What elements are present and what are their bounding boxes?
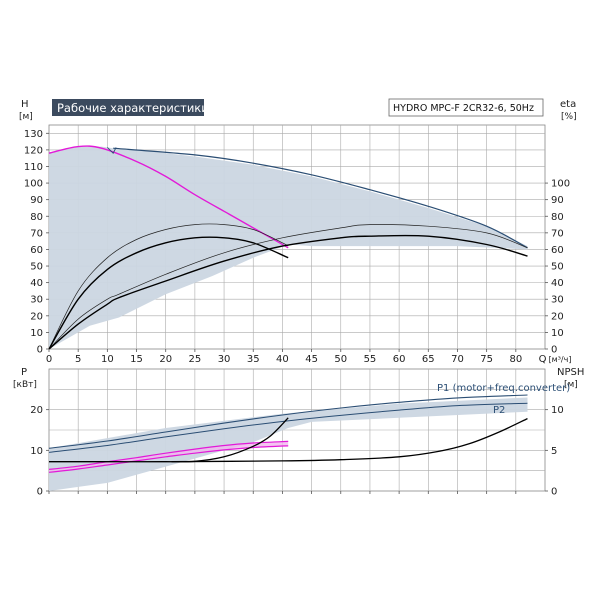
x-axis-label: Q <box>539 354 547 365</box>
right-axis-unit-percent: [%] <box>561 112 577 122</box>
head-operating-area <box>49 146 528 349</box>
upper-x-tick-label: 20 <box>159 354 172 365</box>
upper-right-tick-label: 50 <box>551 262 564 273</box>
upper-x-tick-label: 55 <box>364 354 377 365</box>
upper-x-tick-label: 30 <box>218 354 231 365</box>
upper-series-eta-system-max <box>48 224 528 350</box>
upper-x-tick-label: 80 <box>509 354 522 365</box>
lower-right-tick-label: 10 <box>551 405 564 416</box>
left-axis-unit-m: [м] <box>19 112 33 122</box>
lower-left-tick-label: 0 <box>37 487 43 498</box>
upper-chart-head-efficiency: 0102030405060708090100110120130010203040… <box>19 98 577 365</box>
upper-right-tick-label: 0 <box>551 345 557 356</box>
upper-left-tick-label: 100 <box>24 179 43 190</box>
upper-right-tick-label: 60 <box>551 245 564 256</box>
lower-right-tick-label: 5 <box>551 446 557 457</box>
upper-x-tick-label: 15 <box>130 354 143 365</box>
upper-x-tick-label: 40 <box>276 354 289 365</box>
upper-left-tick-label: 60 <box>30 245 43 256</box>
upper-series-eta-single-max <box>48 223 289 350</box>
upper-x-tick-label: 5 <box>75 354 81 365</box>
lower-chart-power-npsh: 0 10 20 0 5 10 P [кВт] NPSH [м]P1 (motor+freq.con… <box>13 367 584 498</box>
chart-title-box <box>52 99 204 116</box>
chart-subtitle: HYDRO MPC-F 2CR32-6, 50Hz <box>393 103 534 114</box>
upper-x-tick-label: 45 <box>305 354 318 365</box>
left-axis-unit-kw: [кВт] <box>13 380 37 390</box>
upper-right-tick-label: 20 <box>551 311 564 322</box>
upper-left-tick-label: 30 <box>30 295 43 306</box>
chart-title: Рабочие характеристики <box>57 101 209 115</box>
upper-x-tick-label: 70 <box>451 354 464 365</box>
upper-left-tick-label: 50 <box>30 262 43 273</box>
upper-x-tick-label: 0 <box>46 354 52 365</box>
upper-right-tick-label: 80 <box>551 212 564 223</box>
label-p2: P2 <box>493 405 505 416</box>
upper-left-tick-label: 90 <box>30 195 43 206</box>
upper-right-tick-label: 40 <box>551 278 564 289</box>
upper-right-tick-label: 30 <box>551 295 564 306</box>
upper-x-tick-label: 65 <box>422 354 435 365</box>
lower-series-npsh-single <box>48 417 289 463</box>
left-axis-label-p: P <box>21 367 27 378</box>
upper-series-h-system <box>113 147 528 249</box>
right-axis-unit-m: [м] <box>564 380 578 390</box>
upper-series-eta-single <box>48 236 289 350</box>
lower-series-p1-single <box>48 440 289 470</box>
upper-left-tick-label: 20 <box>30 311 43 322</box>
right-axis-label-npsh: NPSH <box>557 367 584 378</box>
upper-left-tick-label: 80 <box>30 212 43 223</box>
upper-right-tick-label: 10 <box>551 328 564 339</box>
right-axis-label-eta: eta <box>560 99 576 110</box>
upper-x-tick-label: 50 <box>334 354 347 365</box>
lower-series-p2-single <box>48 445 289 473</box>
lower-left-tick-label: 20 <box>30 405 43 416</box>
upper-left-tick-label: 70 <box>30 228 43 239</box>
chart-subtitle-box <box>388 98 544 117</box>
lower-right-tick-label: 0 <box>551 487 557 498</box>
upper-left-tick-label: 10 <box>30 328 43 339</box>
lower-left-tick-label: 10 <box>30 446 43 457</box>
upper-right-tick-label: 100 <box>551 179 570 190</box>
upper-left-tick-label: 40 <box>30 278 43 289</box>
upper-x-tick-label: 35 <box>247 354 260 365</box>
lower-series-p2 <box>48 402 528 453</box>
upper-right-tick-label: 70 <box>551 228 564 239</box>
upper-left-tick-label: 130 <box>24 129 43 140</box>
upper-x-tick-label: 60 <box>393 354 406 365</box>
upper-x-tick-label: 75 <box>480 354 493 365</box>
upper-left-tick-label: 120 <box>24 145 43 156</box>
power-operating-area <box>49 397 528 491</box>
upper-left-tick-label: 0 <box>37 345 43 356</box>
lower-series-npsh-system <box>171 418 528 463</box>
upper-left-tick-label: 110 <box>24 162 43 173</box>
lower-series-p1-motor-freq-converter- <box>48 394 528 449</box>
upper-series-eta-system <box>48 234 528 350</box>
label-p1: P1 (motor+freq.converter) <box>437 383 570 394</box>
upper-x-tick-label: 10 <box>101 354 114 365</box>
upper-x-tick-label: 25 <box>189 354 202 365</box>
head-switch-notch <box>107 147 117 154</box>
upper-right-tick-label: 90 <box>551 195 564 206</box>
x-axis-unit: [м³/ч] <box>549 355 572 364</box>
left-axis-label-h: H <box>21 99 29 110</box>
